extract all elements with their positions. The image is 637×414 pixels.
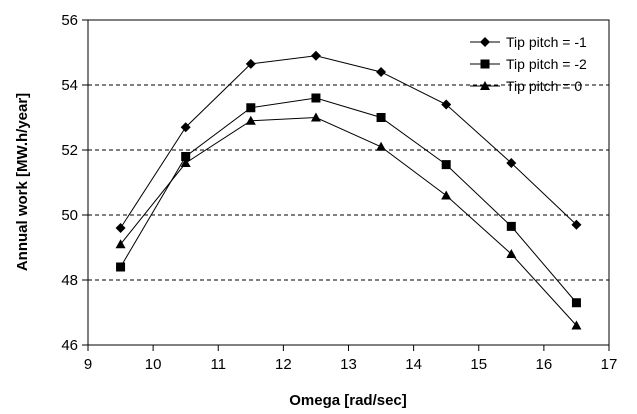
y-axis-ticks: 46 48 50 52 54 56	[61, 12, 88, 354]
x-tick-label: 11	[210, 356, 226, 373]
data-point	[180, 122, 191, 133]
legend-marker	[480, 81, 490, 90]
legend: Tip pitch = -1 Tip pitch = -2 Tip pitch = …	[470, 34, 587, 94]
data-point	[115, 223, 126, 233]
series-3	[115, 112, 582, 330]
x-tick-label: 14	[405, 356, 422, 373]
data-point	[441, 190, 452, 200]
legend-item: Tip pitch = -1	[470, 34, 587, 50]
legend-marker	[480, 37, 490, 47]
legend-label: Tip pitch = -1	[506, 34, 587, 50]
x-tick-label: 12	[275, 356, 292, 373]
series-2	[116, 93, 581, 308]
data-point	[311, 93, 321, 103]
x-tick-label: 9	[84, 356, 92, 373]
data-point	[441, 99, 452, 110]
data-point	[571, 298, 581, 308]
legend-label: Tip pitch = -2	[506, 56, 587, 72]
x-tick-label: 16	[536, 356, 553, 373]
data-point	[115, 239, 126, 249]
y-tick-label: 50	[61, 207, 78, 224]
series-line	[120, 97, 577, 304]
data-point	[571, 320, 582, 330]
data-point	[181, 152, 191, 161]
x-tick-label: 13	[340, 356, 357, 373]
y-tick-label: 54	[61, 77, 78, 94]
data-point	[376, 67, 387, 77]
legend-label: Tip pitch = 0	[506, 78, 582, 94]
data-point	[310, 112, 321, 122]
x-tick-label: 17	[601, 356, 618, 373]
data-point	[441, 160, 451, 170]
legend-item: Tip pitch = 0	[470, 78, 582, 94]
x-tick-label: 10	[145, 356, 162, 373]
legend-item: Tip pitch = -2	[470, 56, 587, 72]
data-point	[180, 158, 191, 167]
data-point	[245, 58, 256, 69]
legend-marker	[480, 59, 490, 69]
y-tick-label: 52	[61, 142, 78, 159]
data-point	[506, 158, 517, 168]
data-point	[376, 141, 387, 151]
y-tick-label: 48	[61, 272, 78, 289]
series-1	[115, 50, 582, 233]
data-point	[506, 249, 517, 258]
data-point	[376, 113, 386, 122]
data-point	[310, 50, 321, 61]
data-point	[571, 219, 582, 230]
data-point	[506, 221, 516, 231]
data-point	[245, 115, 256, 125]
data-point	[116, 262, 126, 272]
x-axis-ticks: 9 10 11 12 13 14 15 16 17	[84, 345, 618, 373]
y-tick-label: 56	[61, 12, 78, 29]
x-axis-title: Omega [rad/sec]	[289, 392, 407, 409]
grid-lines	[88, 84, 609, 281]
y-axis-title: Annual work [MW.h/year]	[14, 93, 31, 271]
series-line	[120, 55, 577, 229]
series-line	[120, 116, 577, 326]
x-tick-label: 15	[470, 356, 487, 373]
data-point	[246, 103, 256, 113]
y-tick-label: 46	[61, 337, 78, 354]
series-group	[115, 50, 582, 330]
